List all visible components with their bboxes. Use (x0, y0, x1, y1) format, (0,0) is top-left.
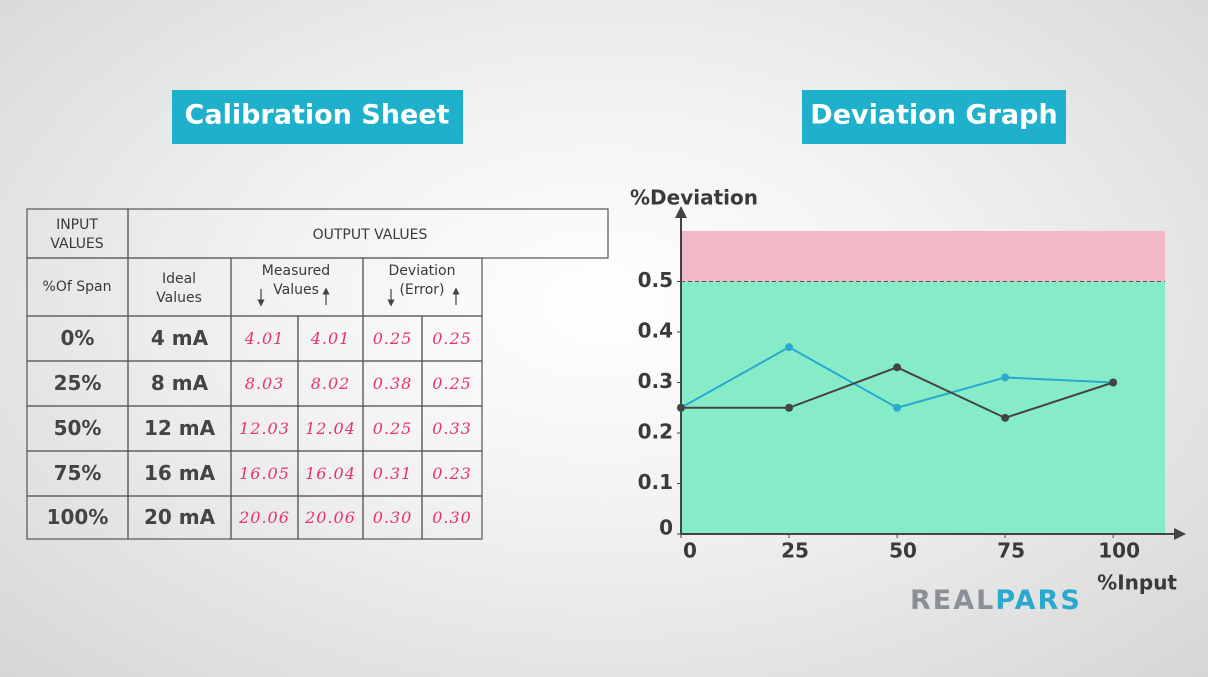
measured-text: 8.03 (245, 374, 285, 393)
cell-text: 75% (54, 461, 102, 485)
y-tick-label: 0.5 (638, 268, 673, 292)
cell-text: 25% (54, 371, 102, 395)
y-tick-label: 0.2 (638, 420, 673, 444)
heading: Calibration Sheet (185, 100, 450, 131)
measured-text: 0.25 (432, 329, 472, 348)
heading: Deviation Graph (810, 100, 1057, 131)
measured-text: 0.25 (373, 329, 413, 348)
measured-text: 4.01 (310, 329, 351, 348)
logo-part: REAL (910, 585, 995, 616)
cell-text: 8 mA (151, 371, 209, 395)
y-tick-label: 0 (659, 516, 673, 540)
measured-text: 20.06 (238, 508, 290, 527)
measured-text: 8.02 (311, 374, 351, 393)
header-text: %Of Span (43, 279, 112, 295)
y-tick-label: 0.3 (638, 369, 673, 393)
header-text: Ideal Values (156, 271, 202, 306)
x-tick-label: 75 (997, 539, 1025, 563)
measured-text: 0.33 (432, 419, 472, 438)
measured-text: 16.04 (305, 464, 356, 483)
cell-text: 20 mA (144, 505, 216, 529)
calibration-table: INPUT VALUES OUTPUT VALUES %Of Span Ideal Val… (26, 208, 609, 540)
x-tick-label: 50 (889, 539, 917, 563)
y-tick-label: 0.4 (638, 319, 673, 343)
data-point (785, 403, 794, 412)
data-point (677, 403, 685, 412)
deviation-chart: 0 0.1 0.2 0.3 0.4 0.5 0 25 50 75 100 %Deviation %Inp… (630, 186, 1186, 595)
data-point (1001, 413, 1010, 422)
measured-text: 0.38 (373, 374, 413, 393)
header-text: OUTPUT VALUES (313, 227, 428, 243)
measured-text: 0.30 (432, 508, 472, 527)
measured-text: 16.05 (239, 464, 290, 483)
table-cell (127, 257, 232, 317)
x-tick-label: 100 (1098, 539, 1140, 563)
measured-text: 0.23 (432, 464, 472, 483)
header-text: INPUT VALUES (50, 217, 103, 252)
logo: REALPARS (910, 585, 1082, 616)
y-tick-label: 0.1 (638, 470, 673, 494)
measured-text: 0.31 (373, 464, 413, 483)
header-text: Deviation (Error) (389, 263, 456, 298)
x-axis-label: %Input (1097, 571, 1177, 595)
heading-box (802, 90, 1066, 144)
cell-text: 100% (47, 505, 109, 529)
heading-box (172, 90, 463, 144)
measured-text: 12.04 (305, 419, 356, 438)
data-point (1109, 378, 1118, 387)
x-tick-label: 25 (781, 539, 809, 563)
measured-text: 4.01 (244, 329, 285, 348)
y-axis-label: %Deviation (630, 186, 758, 210)
data-point (893, 403, 902, 412)
data-point (785, 343, 794, 352)
cell-text: 16 mA (144, 461, 216, 485)
measured-text: 0.25 (373, 419, 413, 438)
header-text: Measured Values (262, 263, 330, 298)
logo-part: PARS (995, 585, 1081, 616)
measured-text: 12.03 (239, 419, 290, 438)
measured-text: 0.25 (432, 374, 472, 393)
measured-text: 20.06 (304, 508, 356, 527)
cell-text: 4 mA (151, 326, 209, 350)
data-point (1001, 373, 1010, 382)
cell-text: 12 mA (144, 416, 216, 440)
data-point (893, 363, 902, 372)
x-tick-label: 0 (683, 539, 697, 563)
table-cell (421, 495, 483, 540)
cell-text: 50% (54, 416, 102, 440)
tolerance-exceeded-zone (681, 231, 1165, 282)
measured-text: 0.30 (373, 508, 413, 527)
cell-text: 0% (61, 326, 95, 350)
